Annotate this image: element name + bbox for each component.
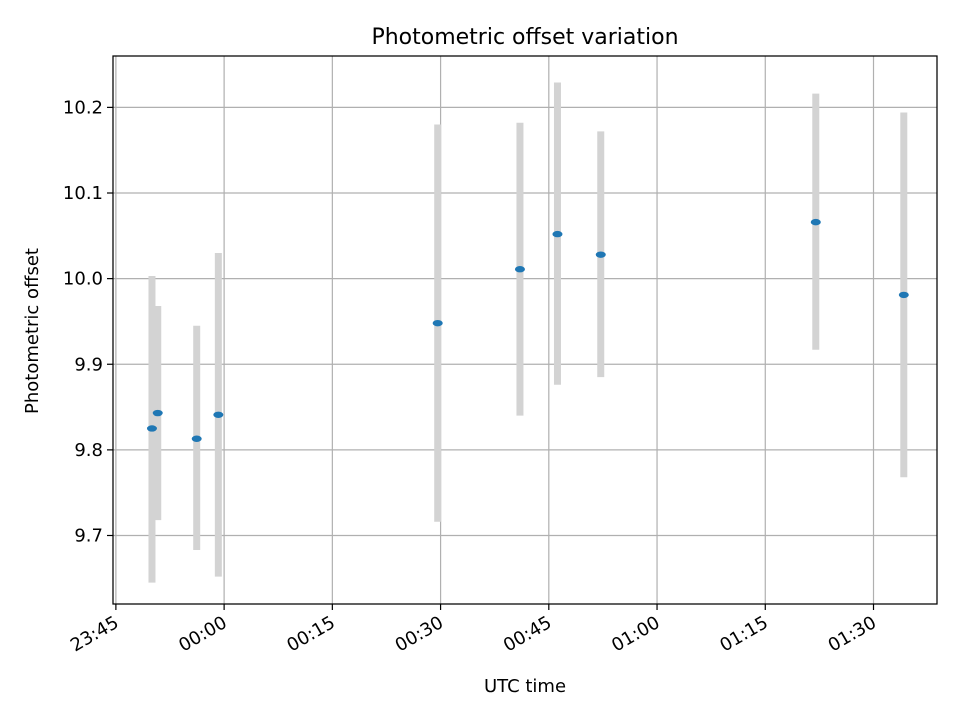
data-point xyxy=(213,411,224,418)
data-point xyxy=(146,425,157,432)
data-point xyxy=(514,266,525,273)
data-point xyxy=(595,251,606,258)
x-tick-label: 00:15 xyxy=(283,612,338,656)
x-tick-label: 23:45 xyxy=(67,612,122,656)
x-axis-ticks: 23:45 00:00 00:15 00:30 00:45 01:00 01:15 01:30 xyxy=(67,604,880,656)
x-tick-label: 00:00 xyxy=(175,612,230,656)
y-axis-label: Photometric offset xyxy=(22,248,43,414)
chart-title: Photometric offset variation xyxy=(371,25,678,50)
y-tick-label: 10.0 xyxy=(63,269,103,290)
grid xyxy=(113,56,937,604)
y-tick-label: 9.8 xyxy=(74,440,103,461)
x-tick-label: 01:30 xyxy=(825,612,880,656)
data-point xyxy=(191,435,202,442)
data-point xyxy=(152,409,163,417)
x-tick-label: 00:30 xyxy=(392,612,447,656)
error-bars xyxy=(148,82,908,583)
data-points xyxy=(146,218,909,442)
y-axis-ticks: 9.7 9.8 9.9 10.0 10.1 10.2 xyxy=(63,97,113,547)
x-tick-label: 01:00 xyxy=(608,612,663,656)
data-point xyxy=(432,319,443,327)
data-point xyxy=(898,291,909,299)
y-tick-label: 10.1 xyxy=(63,183,103,204)
data-point xyxy=(810,218,821,226)
x-tick-label: 01:15 xyxy=(716,612,771,656)
plot-area-frame xyxy=(112,55,938,605)
x-axis-label: UTC time xyxy=(484,676,566,697)
y-tick-label: 9.7 xyxy=(74,526,103,547)
y-tick-label: 10.2 xyxy=(63,97,103,118)
x-tick-label: 00:45 xyxy=(500,612,555,656)
y-tick-label: 9.9 xyxy=(74,354,103,375)
data-point xyxy=(552,230,563,238)
